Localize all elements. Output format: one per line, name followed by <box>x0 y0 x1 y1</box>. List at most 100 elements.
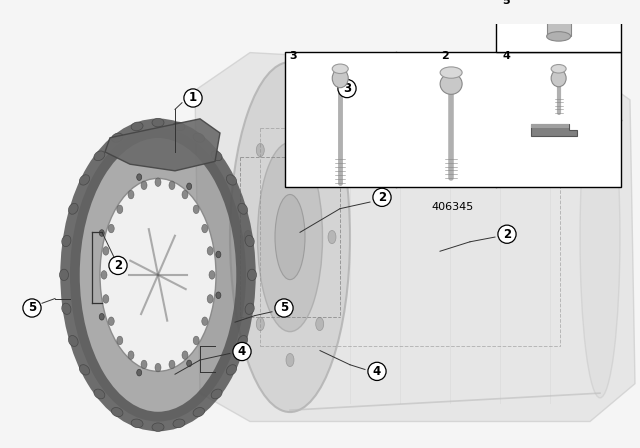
Ellipse shape <box>182 351 188 359</box>
Ellipse shape <box>580 76 620 398</box>
Bar <box>497 0 621 52</box>
Text: 406345: 406345 <box>431 202 474 211</box>
Ellipse shape <box>286 353 294 366</box>
Ellipse shape <box>211 389 222 399</box>
Text: 2: 2 <box>114 259 122 272</box>
Ellipse shape <box>100 178 216 371</box>
Bar <box>285 52 621 187</box>
Ellipse shape <box>245 303 254 314</box>
Text: 2: 2 <box>378 191 386 204</box>
Text: 2: 2 <box>441 52 449 61</box>
Text: 5: 5 <box>28 302 36 314</box>
Ellipse shape <box>193 205 199 214</box>
Ellipse shape <box>316 143 324 157</box>
Ellipse shape <box>238 203 248 214</box>
Ellipse shape <box>108 317 114 326</box>
Ellipse shape <box>152 423 164 431</box>
Bar <box>547 16 571 36</box>
Ellipse shape <box>207 295 213 303</box>
Ellipse shape <box>99 314 104 320</box>
Ellipse shape <box>202 317 208 326</box>
Ellipse shape <box>187 360 191 367</box>
Ellipse shape <box>547 11 571 20</box>
Ellipse shape <box>103 295 109 303</box>
Ellipse shape <box>94 151 105 161</box>
Ellipse shape <box>137 174 141 181</box>
Ellipse shape <box>187 183 191 190</box>
Ellipse shape <box>248 269 257 280</box>
Ellipse shape <box>111 133 123 142</box>
Ellipse shape <box>202 224 208 233</box>
Ellipse shape <box>332 69 348 88</box>
Ellipse shape <box>169 181 175 190</box>
Ellipse shape <box>182 190 188 199</box>
Ellipse shape <box>173 122 185 131</box>
Text: 3: 3 <box>343 82 351 95</box>
Ellipse shape <box>70 128 246 422</box>
Ellipse shape <box>141 360 147 369</box>
Ellipse shape <box>141 181 147 190</box>
Ellipse shape <box>547 32 571 41</box>
Ellipse shape <box>131 419 143 428</box>
Ellipse shape <box>440 73 462 95</box>
Ellipse shape <box>101 271 107 279</box>
Ellipse shape <box>152 118 164 127</box>
Ellipse shape <box>328 230 336 244</box>
Ellipse shape <box>245 235 254 246</box>
Ellipse shape <box>62 303 71 314</box>
Ellipse shape <box>244 230 252 244</box>
Ellipse shape <box>238 336 248 346</box>
Ellipse shape <box>275 194 305 280</box>
Ellipse shape <box>216 251 221 258</box>
Ellipse shape <box>137 369 141 376</box>
Ellipse shape <box>286 108 294 121</box>
Text: 2: 2 <box>503 228 511 241</box>
Ellipse shape <box>79 175 90 185</box>
Ellipse shape <box>94 389 105 399</box>
Ellipse shape <box>207 247 213 255</box>
Text: 3: 3 <box>290 52 298 61</box>
Ellipse shape <box>68 203 78 214</box>
Ellipse shape <box>155 178 161 186</box>
Ellipse shape <box>193 336 199 345</box>
Ellipse shape <box>117 336 123 345</box>
Ellipse shape <box>111 408 123 417</box>
Ellipse shape <box>551 70 566 87</box>
Ellipse shape <box>316 317 324 331</box>
Text: 4: 4 <box>373 365 381 378</box>
Text: 5: 5 <box>502 0 510 6</box>
Ellipse shape <box>68 336 78 346</box>
Ellipse shape <box>193 133 205 142</box>
Ellipse shape <box>332 64 348 73</box>
Ellipse shape <box>108 224 114 233</box>
Ellipse shape <box>60 269 68 280</box>
Text: 1: 1 <box>189 91 197 104</box>
Ellipse shape <box>117 205 123 214</box>
Ellipse shape <box>128 190 134 199</box>
Polygon shape <box>531 125 569 128</box>
Ellipse shape <box>173 419 185 428</box>
Ellipse shape <box>230 62 350 412</box>
Ellipse shape <box>211 151 222 161</box>
Polygon shape <box>105 119 220 171</box>
Ellipse shape <box>552 13 565 18</box>
Ellipse shape <box>169 360 175 369</box>
Text: 5: 5 <box>280 302 288 314</box>
Ellipse shape <box>131 122 143 131</box>
Ellipse shape <box>256 143 264 157</box>
Ellipse shape <box>216 292 221 299</box>
Ellipse shape <box>209 271 215 279</box>
Ellipse shape <box>103 247 109 255</box>
Ellipse shape <box>227 365 237 375</box>
Ellipse shape <box>99 230 104 237</box>
Text: 4: 4 <box>502 52 510 61</box>
Text: 4: 4 <box>238 345 246 358</box>
Ellipse shape <box>256 317 264 331</box>
Polygon shape <box>531 125 577 136</box>
Ellipse shape <box>155 363 161 372</box>
Ellipse shape <box>128 351 134 359</box>
Ellipse shape <box>79 365 90 375</box>
Polygon shape <box>195 52 635 422</box>
Ellipse shape <box>193 408 205 417</box>
Ellipse shape <box>440 67 462 78</box>
